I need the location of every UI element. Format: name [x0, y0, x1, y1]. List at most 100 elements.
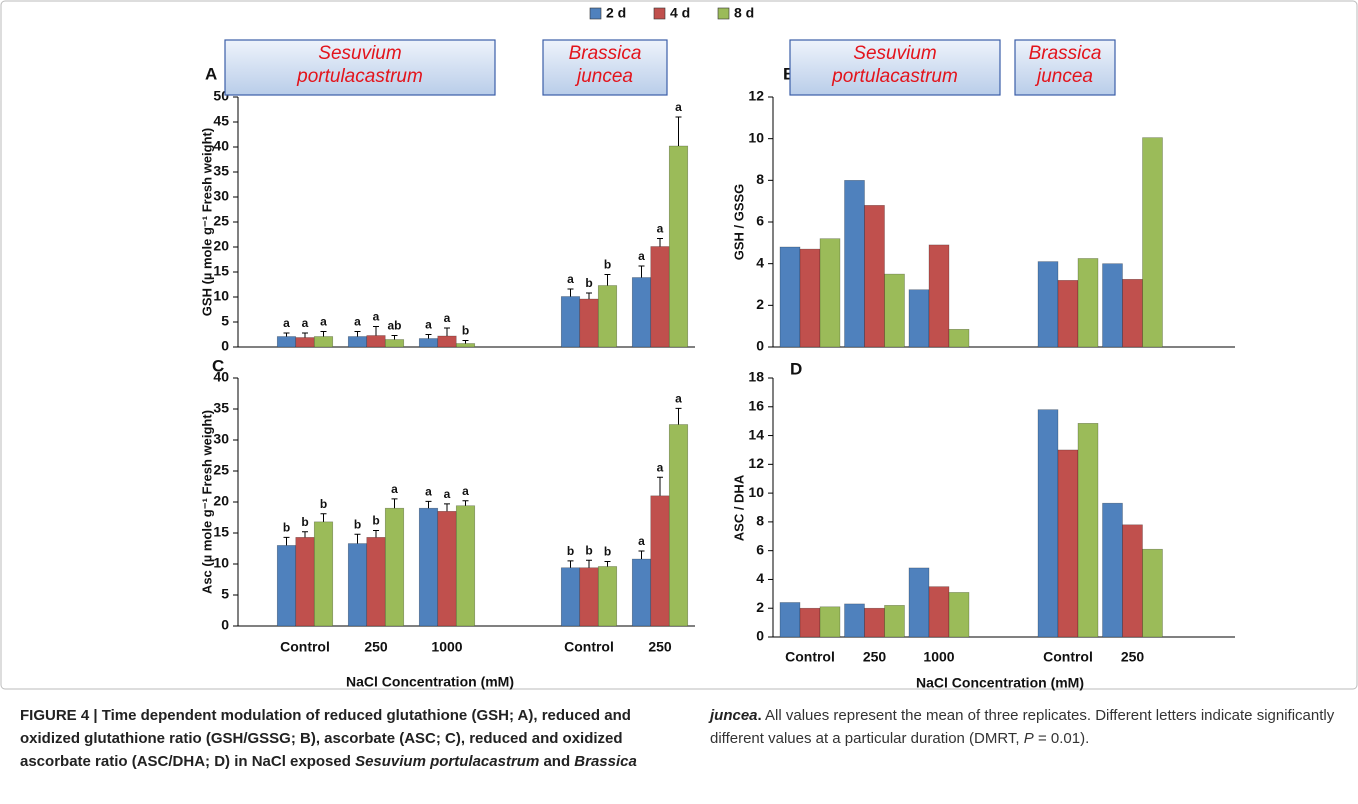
bar	[799, 248, 821, 348]
error-bar	[425, 500, 432, 509]
legend-swatch	[589, 7, 602, 20]
significance-letter: b	[604, 258, 611, 272]
error-bar	[320, 513, 327, 522]
significance-letter: a	[675, 100, 682, 114]
error-bar	[302, 332, 308, 338]
legend-swatch	[717, 7, 730, 20]
caption-species: Brassica juncea	[574, 707, 758, 770]
error-bar	[354, 331, 361, 337]
bar	[560, 567, 581, 627]
figure-frame	[0, 0, 1358, 690]
caption-text: and	[539, 753, 575, 770]
significance-letter: b	[301, 515, 308, 529]
bar	[864, 205, 885, 348]
caption-text: P	[1023, 730, 1034, 747]
y-tick-label: 6	[756, 213, 764, 229]
bar	[418, 507, 439, 627]
y-tick-label: 4	[756, 570, 764, 586]
y-axis-label: GSH (µ mole g⁻¹ Fresh weight)	[199, 128, 214, 316]
bar	[844, 603, 865, 638]
error-bar	[638, 550, 645, 560]
x-tick-label: Control	[1043, 649, 1093, 665]
y-tick-label: 25	[213, 213, 229, 229]
error-bar	[462, 340, 469, 344]
error-bar	[567, 288, 574, 297]
group-box-label: Brassica juncea	[569, 43, 642, 87]
error-bar	[638, 265, 645, 278]
y-tick-label: 0	[221, 338, 229, 354]
significance-letter: a	[283, 316, 290, 330]
bar	[884, 605, 905, 638]
y-tick-label: 20	[213, 493, 229, 509]
significance-letter: a	[391, 482, 398, 496]
y-tick-label: 10	[213, 555, 229, 571]
significance-letter: a	[302, 316, 309, 330]
error-bar	[567, 560, 574, 568]
x-tick-label: Control	[785, 649, 835, 665]
significance-letter: a	[638, 249, 645, 263]
group-box-label: Sesuvium portulacastrum	[832, 43, 958, 87]
significance-letter: a	[567, 272, 574, 286]
bar	[366, 537, 386, 627]
y-tick-label: 10	[748, 129, 764, 145]
bar	[437, 510, 457, 627]
y-tick-label: 15	[213, 524, 229, 540]
bar	[1102, 263, 1123, 348]
caption-text: .	[757, 707, 762, 724]
group-label: Sesuvium portulacastrum	[297, 43, 423, 87]
bar	[579, 567, 599, 627]
y-tick-label: 16	[748, 397, 764, 413]
x-axis-label: NaCl Concentration (mM)	[346, 674, 514, 690]
legend-label: 8 d	[734, 5, 754, 21]
y-axis-label: GSH / GSSG	[731, 184, 746, 261]
y-tick-label: 35	[213, 163, 229, 179]
bar	[1037, 261, 1059, 348]
bar	[650, 495, 670, 627]
group-label: Sesuvium portulacastrum	[832, 43, 958, 87]
x-tick-label: 250	[364, 639, 388, 655]
significance-letter: b	[283, 521, 290, 535]
bar	[366, 335, 386, 348]
y-tick-label: 15	[213, 263, 229, 279]
bar	[1122, 524, 1143, 638]
error-bar	[354, 533, 361, 544]
error-bar	[373, 326, 379, 336]
significance-letter: a	[425, 485, 432, 499]
panel-label: A	[205, 64, 217, 83]
error-bar	[657, 476, 663, 496]
y-tick-label: 20	[213, 238, 229, 254]
significance-letter: a	[373, 310, 380, 324]
y-tick-label: 40	[213, 369, 229, 385]
y-tick-label: 8	[756, 171, 764, 187]
error-bar	[302, 531, 308, 538]
bar	[819, 606, 841, 638]
bar	[779, 246, 801, 348]
y-tick-label: 14	[748, 426, 764, 442]
bar	[779, 602, 801, 638]
bar	[1037, 409, 1059, 638]
group-box-label: Brassica juncea	[1029, 43, 1102, 87]
y-tick-label: 0	[756, 338, 764, 354]
bar	[295, 337, 315, 348]
group-box	[224, 39, 496, 96]
y-tick-label: 12	[748, 455, 764, 471]
significance-letter: a	[320, 315, 327, 329]
significance-letter: a	[425, 318, 432, 332]
bar	[1122, 278, 1143, 348]
significance-letter: b	[585, 276, 592, 290]
bar	[1077, 258, 1099, 348]
bar	[347, 543, 368, 627]
caption-text: FIGURE 4 | Time dependent modulation of …	[20, 707, 631, 770]
error-bar	[657, 238, 663, 247]
significance-letter: a	[657, 222, 664, 236]
error-bar	[586, 559, 592, 568]
x-tick-label: 1000	[431, 639, 462, 655]
error-bar	[462, 500, 469, 506]
panel-label: D	[790, 359, 802, 378]
y-tick-label: 30	[213, 188, 229, 204]
bar	[1142, 548, 1163, 638]
legend-swatch	[653, 7, 666, 20]
x-tick-label: Control	[564, 639, 614, 655]
bar	[819, 238, 841, 348]
error-bar	[373, 530, 379, 538]
